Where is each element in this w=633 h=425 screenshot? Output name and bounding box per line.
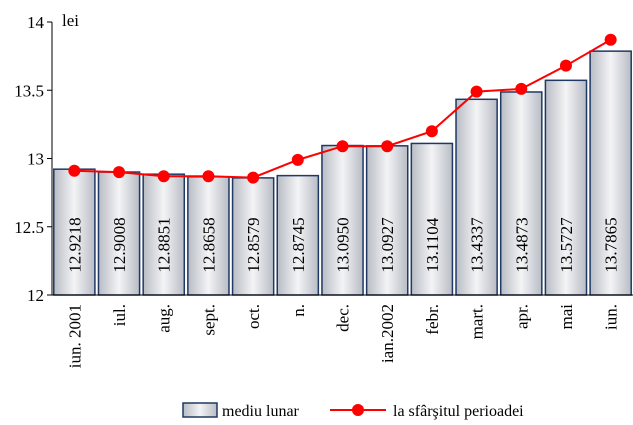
x-tick-label: oct. xyxy=(244,304,263,329)
value-label: 13.4873 xyxy=(512,217,531,272)
value-label: 13.7865 xyxy=(602,217,621,272)
bar xyxy=(455,98,498,296)
y-tick-label: 12 xyxy=(27,286,44,305)
marker xyxy=(336,140,349,153)
x-tick-label: iul. xyxy=(110,304,129,326)
bar xyxy=(589,50,632,296)
marker xyxy=(291,153,304,166)
bar xyxy=(231,177,275,296)
x-tick-label: dec. xyxy=(334,304,353,332)
value-label: 13.0927 xyxy=(378,217,397,273)
x-tick-label: febr. xyxy=(423,304,442,335)
value-label: 12.8658 xyxy=(199,217,218,272)
marker xyxy=(604,33,617,46)
x-tick-label: ian.2002 xyxy=(378,304,397,363)
legend-marker xyxy=(352,404,364,416)
bar xyxy=(321,144,364,296)
x-tick-label: mai xyxy=(557,304,576,330)
bar xyxy=(276,174,320,296)
bar xyxy=(142,173,186,296)
x-tick-label: iun. xyxy=(602,304,621,330)
marker xyxy=(425,125,438,138)
marker xyxy=(247,171,260,184)
y-tick-label: 12.5 xyxy=(14,218,44,237)
value-label: 13.0950 xyxy=(334,217,353,272)
y-tick-label: 13.5 xyxy=(14,81,44,100)
value-label: 12.9008 xyxy=(110,217,129,272)
y-tick-label: 14 xyxy=(27,13,45,32)
marker xyxy=(381,140,394,153)
marker xyxy=(515,82,528,95)
legend-label: mediu lunar xyxy=(222,403,300,420)
x-tick-label: aug. xyxy=(155,304,174,333)
x-tick-label: iun. 2001 xyxy=(65,304,84,368)
y-tick-label: 13 xyxy=(27,150,44,169)
bar xyxy=(544,79,588,296)
bar xyxy=(499,91,543,296)
marker xyxy=(559,59,572,72)
legend-swatch xyxy=(182,402,218,418)
x-tick-label: mart. xyxy=(468,304,487,339)
legend-label: la sfârşitul perioadei xyxy=(393,403,524,420)
value-label: 12.9218 xyxy=(65,217,84,272)
x-tick-label: sept. xyxy=(199,304,218,336)
value-label: 13.4337 xyxy=(468,217,487,273)
bar xyxy=(97,171,141,296)
marker xyxy=(202,170,215,183)
value-label: 12.8851 xyxy=(155,217,174,272)
value-label: 13.1104 xyxy=(423,217,442,272)
value-label: 13.5727 xyxy=(557,217,576,273)
marker xyxy=(157,170,170,183)
marker xyxy=(470,85,483,98)
bar xyxy=(365,145,409,296)
x-tick-label: n. xyxy=(289,304,308,317)
y-axis-label: lei xyxy=(62,11,79,30)
x-tick-label: apr. xyxy=(512,304,531,329)
value-label: 12.8745 xyxy=(289,217,308,272)
value-label: 12.8579 xyxy=(244,217,263,272)
marker xyxy=(113,166,126,179)
marker xyxy=(68,164,81,177)
